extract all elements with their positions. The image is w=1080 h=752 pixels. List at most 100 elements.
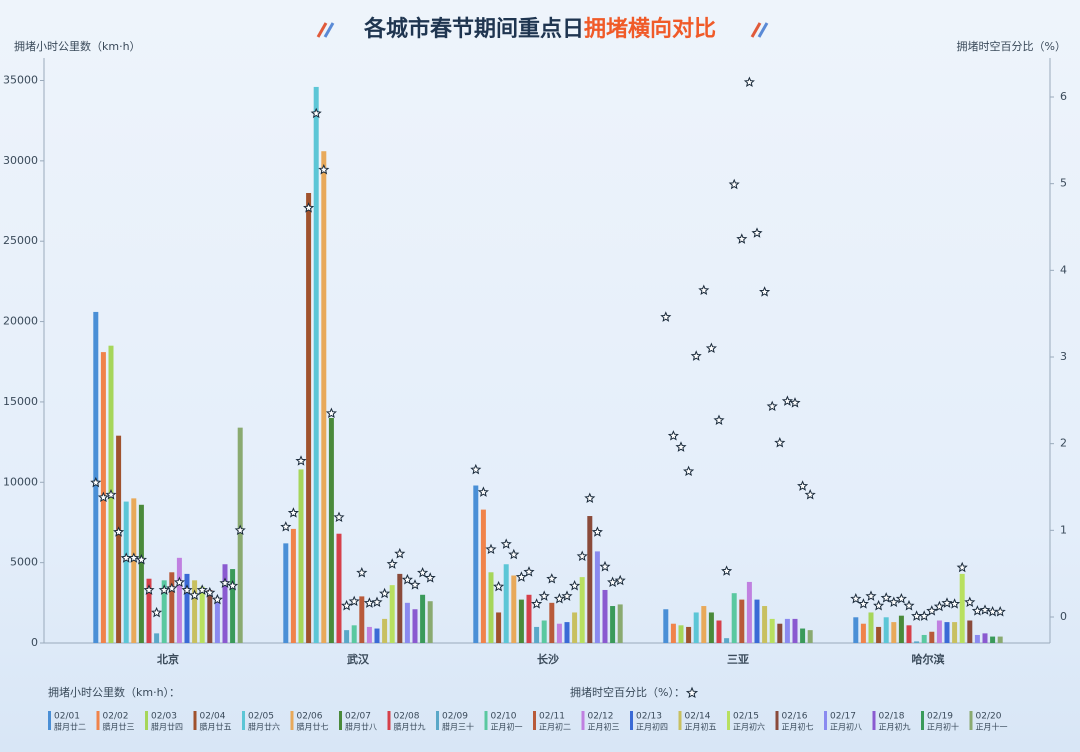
star-point [189,589,201,601]
bar [138,504,144,643]
star-point [979,604,991,615]
bar [503,564,509,643]
legend-lunar: 正月初二 [539,722,571,732]
bar [914,641,920,643]
star-point [234,524,246,536]
star-point [736,233,748,244]
bar [754,599,760,643]
star-point [759,286,771,297]
legend-swatch [48,711,51,730]
star-point [903,599,915,611]
legend-swatch [678,711,682,730]
bar [860,623,866,643]
bar [693,612,699,643]
star-point [394,547,406,559]
bar [214,599,220,643]
star-point [219,577,231,588]
bar [374,628,380,643]
star-point [705,342,717,354]
y-tick-label: 0 [31,636,38,649]
star-point [941,597,953,608]
legend-lunar: 腊月廿四 [151,722,183,732]
legend-date: 02/16 [782,712,808,722]
bar [724,638,730,643]
star-point [949,598,961,609]
star-point [341,599,353,611]
star-point [781,395,793,406]
bar [290,528,296,643]
star-point [880,592,892,603]
legend-date: 02/15 [733,712,759,722]
star-point [797,480,809,491]
star-point [204,586,216,598]
bar [564,622,570,643]
legend-swatch [436,711,439,730]
star-point [120,552,132,563]
bar [526,594,532,643]
bar [708,612,714,643]
bar [663,609,669,643]
star-point [356,566,368,578]
legend-swatch [824,711,827,730]
bar [382,618,388,643]
star-point [599,560,611,572]
star-point [751,227,763,238]
star-point [873,599,885,611]
star-point [888,596,900,607]
bar [328,418,334,643]
star-point [409,579,421,590]
bar [222,564,228,643]
y-tick-label: 25000 [3,234,38,247]
star-point [895,592,907,604]
title-highlight: 拥堵横向对比 [584,16,716,42]
star-point [766,400,778,412]
legend-date: 02/02 [103,712,129,722]
star-point [151,606,163,618]
star-point [576,550,588,562]
star-point [728,178,740,190]
legend-lunar: 正月十一 [976,722,1008,732]
bar [184,573,190,643]
bar [366,626,372,643]
star-point [994,605,1006,617]
star-point [196,584,208,595]
legend-swatch [581,711,585,730]
star-point [926,605,938,616]
star-point [523,566,535,577]
legend-swatch [727,711,730,730]
title-decor [316,22,769,38]
bar [777,623,783,643]
x-tick-label: 三亚 [727,653,749,666]
legend-lunar: 腊月三十 [442,722,474,732]
y-tick-label: 35000 [3,74,38,87]
star-point [500,538,512,549]
star-point [690,350,702,361]
bar [389,585,395,643]
bar [610,606,616,643]
bar [359,596,365,643]
legend-date: 02/18 [879,712,905,722]
y2-tick-label: 0 [1060,610,1067,623]
legend-date: 02/09 [442,712,468,722]
bar [207,589,213,643]
star-point [531,598,543,609]
bar [579,577,585,643]
star-point [865,590,877,601]
legend-lunar: 正月初十 [927,722,959,732]
legend-date: 02/08 [394,712,420,722]
star-point [774,436,786,448]
bar [534,626,540,643]
star-point [105,488,117,500]
legend-star [685,686,699,699]
bar [541,620,547,643]
star-point [143,584,155,595]
star-point [553,592,565,604]
legend-swatch [96,711,100,730]
bar [944,622,950,643]
star-point [538,590,550,601]
star-point [850,592,862,604]
star-point [166,582,178,594]
bar [891,622,897,643]
bar [397,573,403,643]
bar [746,581,752,643]
